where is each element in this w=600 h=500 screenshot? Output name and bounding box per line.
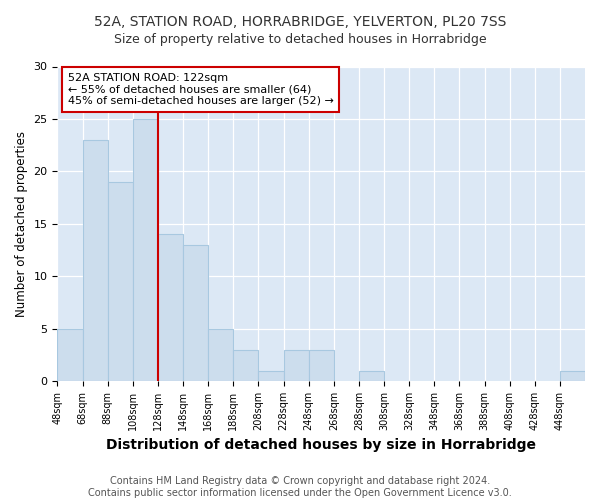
Bar [58, 328, 83, 381]
Bar [183, 245, 208, 381]
Bar [158, 234, 183, 381]
X-axis label: Distribution of detached houses by size in Horrabridge: Distribution of detached houses by size … [106, 438, 536, 452]
Text: Size of property relative to detached houses in Horrabridge: Size of property relative to detached ho… [113, 32, 487, 46]
Bar [560, 370, 585, 381]
Bar [233, 350, 259, 381]
Bar [359, 370, 384, 381]
Bar [308, 350, 334, 381]
Bar [284, 350, 308, 381]
Text: Contains HM Land Registry data © Crown copyright and database right 2024.
Contai: Contains HM Land Registry data © Crown c… [88, 476, 512, 498]
Bar [83, 140, 107, 381]
Y-axis label: Number of detached properties: Number of detached properties [15, 131, 28, 317]
Bar [259, 370, 284, 381]
Text: 52A, STATION ROAD, HORRABRIDGE, YELVERTON, PL20 7SS: 52A, STATION ROAD, HORRABRIDGE, YELVERTO… [94, 15, 506, 29]
Bar [133, 119, 158, 381]
Text: 52A STATION ROAD: 122sqm
← 55% of detached houses are smaller (64)
45% of semi-d: 52A STATION ROAD: 122sqm ← 55% of detach… [68, 73, 334, 106]
Bar [107, 182, 133, 381]
Bar [208, 328, 233, 381]
